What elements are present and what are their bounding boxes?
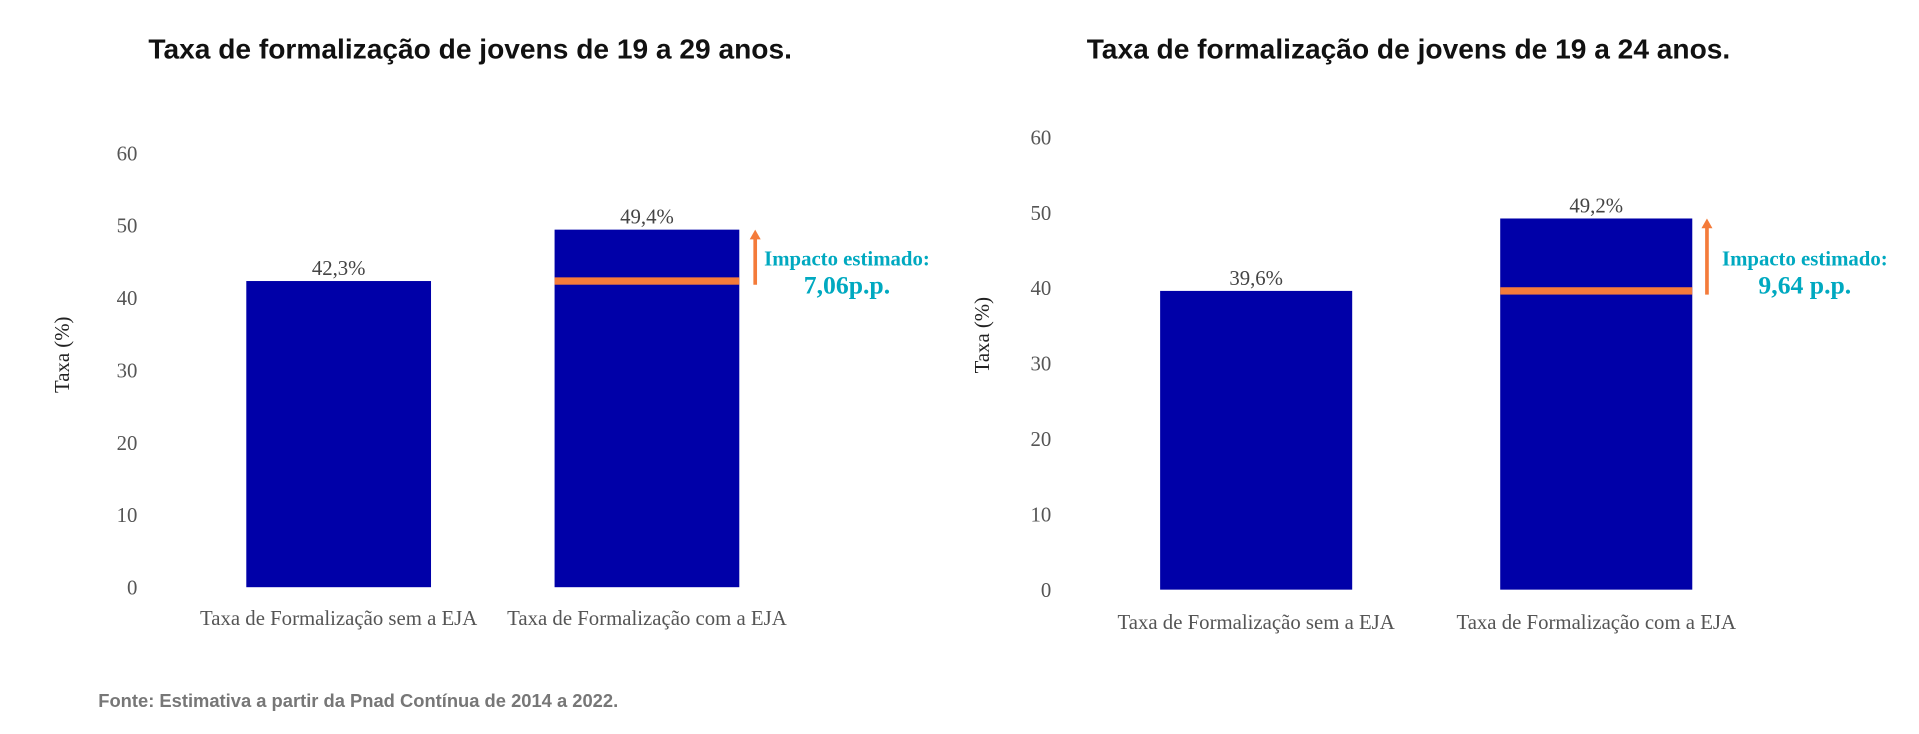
- bar: [1160, 290, 1353, 590]
- data-label: 49,4%: [620, 206, 674, 229]
- y-tick-label: 20: [1030, 428, 1051, 451]
- y-tick-label: 0: [127, 577, 137, 600]
- source-note: Fonte: Estimativa a partir da Pnad Contí…: [98, 690, 618, 711]
- y-axis-label: Taxa (%): [51, 317, 74, 393]
- impact-label: Impacto estimado:: [1722, 247, 1888, 270]
- x-tick-label: Taxa de Formalização sem a EJA: [1118, 611, 1395, 634]
- baseline-marker: [554, 277, 740, 285]
- baseline-marker: [1500, 287, 1693, 295]
- y-tick-label: 20: [117, 432, 138, 455]
- y-tick-label: 30: [1030, 353, 1051, 376]
- y-tick-label: 10: [117, 504, 138, 527]
- data-label: 42,3%: [312, 257, 366, 280]
- impact-value: 7,06p.p.: [804, 271, 890, 300]
- y-tick-label: 40: [117, 287, 138, 310]
- y-tick-label: 50: [117, 215, 138, 238]
- y-axis-label: Taxa (%): [971, 297, 994, 373]
- x-tick-label: Taxa de Formalização com a EJA: [507, 607, 787, 630]
- y-tick-label: 50: [1030, 202, 1051, 225]
- y-tick-label: 60: [1030, 126, 1051, 149]
- chart-title: Taxa de formalização de jovens de 19 a 2…: [148, 34, 792, 65]
- chart-title: Taxa de formalização de jovens de 19 a 2…: [1087, 34, 1731, 65]
- impact-value: 9,64 p.p.: [1758, 271, 1851, 300]
- data-label: 49,2%: [1569, 194, 1623, 217]
- y-tick-label: 40: [1030, 277, 1051, 300]
- y-tick-label: 10: [1030, 504, 1051, 527]
- y-tick-label: 0: [1041, 579, 1051, 602]
- y-tick-label: 60: [117, 142, 138, 165]
- impact-arrow-head: [1701, 218, 1713, 229]
- impact-label: Impacto estimado:: [764, 247, 930, 270]
- x-tick-label: Taxa de Formalização sem a EJA: [200, 607, 477, 630]
- bar: [246, 281, 432, 588]
- bar: [554, 229, 740, 588]
- x-tick-label: Taxa de Formalização com a EJA: [1456, 611, 1736, 634]
- y-tick-label: 30: [117, 359, 138, 382]
- bar: [1500, 218, 1693, 590]
- impact-arrow-head: [749, 229, 761, 240]
- data-label: 39,6%: [1229, 267, 1283, 290]
